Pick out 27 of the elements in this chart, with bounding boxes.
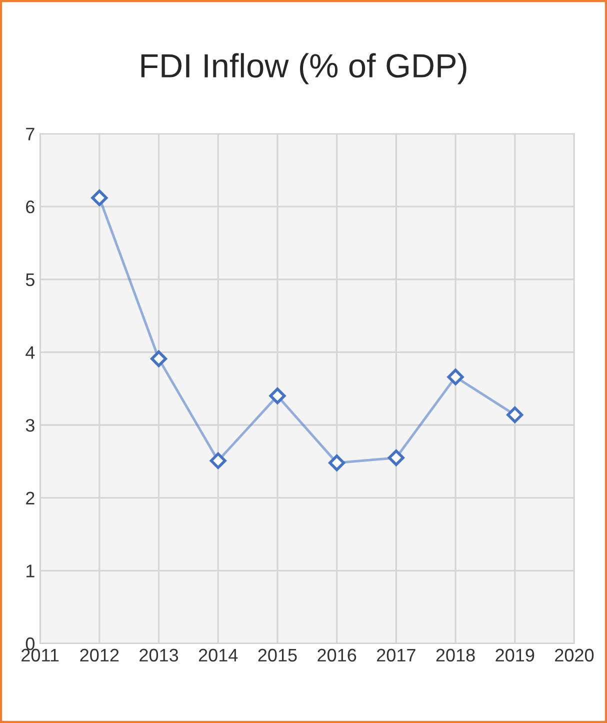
point: [328, 454, 346, 472]
x-tick-label: 2017: [376, 648, 416, 662]
x-tick-label: 2013: [140, 648, 178, 662]
x-tick-label: 2011: [22, 648, 59, 662]
y-tick-label: 2: [26, 492, 34, 504]
point: [91, 190, 108, 206]
x-tick-label: 2020: [555, 648, 594, 662]
x-tick-label: 2019: [496, 648, 534, 662]
x-tick-label: 2012: [80, 648, 119, 662]
y-tick-label: 7: [26, 128, 34, 140]
x-tick-label: 2014: [198, 648, 238, 662]
point: [506, 406, 524, 424]
x-tick-label: 2018: [436, 648, 475, 662]
y-tick-label: 4: [26, 346, 35, 359]
point: [447, 368, 464, 386]
x-tick-label: 2016: [318, 648, 356, 662]
point: [269, 388, 286, 404]
y-tick-label: 3: [26, 418, 34, 432]
y-tick-label: 1: [26, 564, 34, 578]
point: [150, 350, 168, 368]
x-tick-label: 2015: [258, 648, 297, 662]
y-tick-label: 5: [26, 274, 34, 286]
y-tick-label: 0: [26, 637, 34, 650]
point: [388, 450, 404, 466]
chart-title: FDI Inflow (% of GDP): [141, 53, 466, 84]
point: [210, 452, 226, 469]
y-tick-label: 6: [26, 200, 34, 214]
